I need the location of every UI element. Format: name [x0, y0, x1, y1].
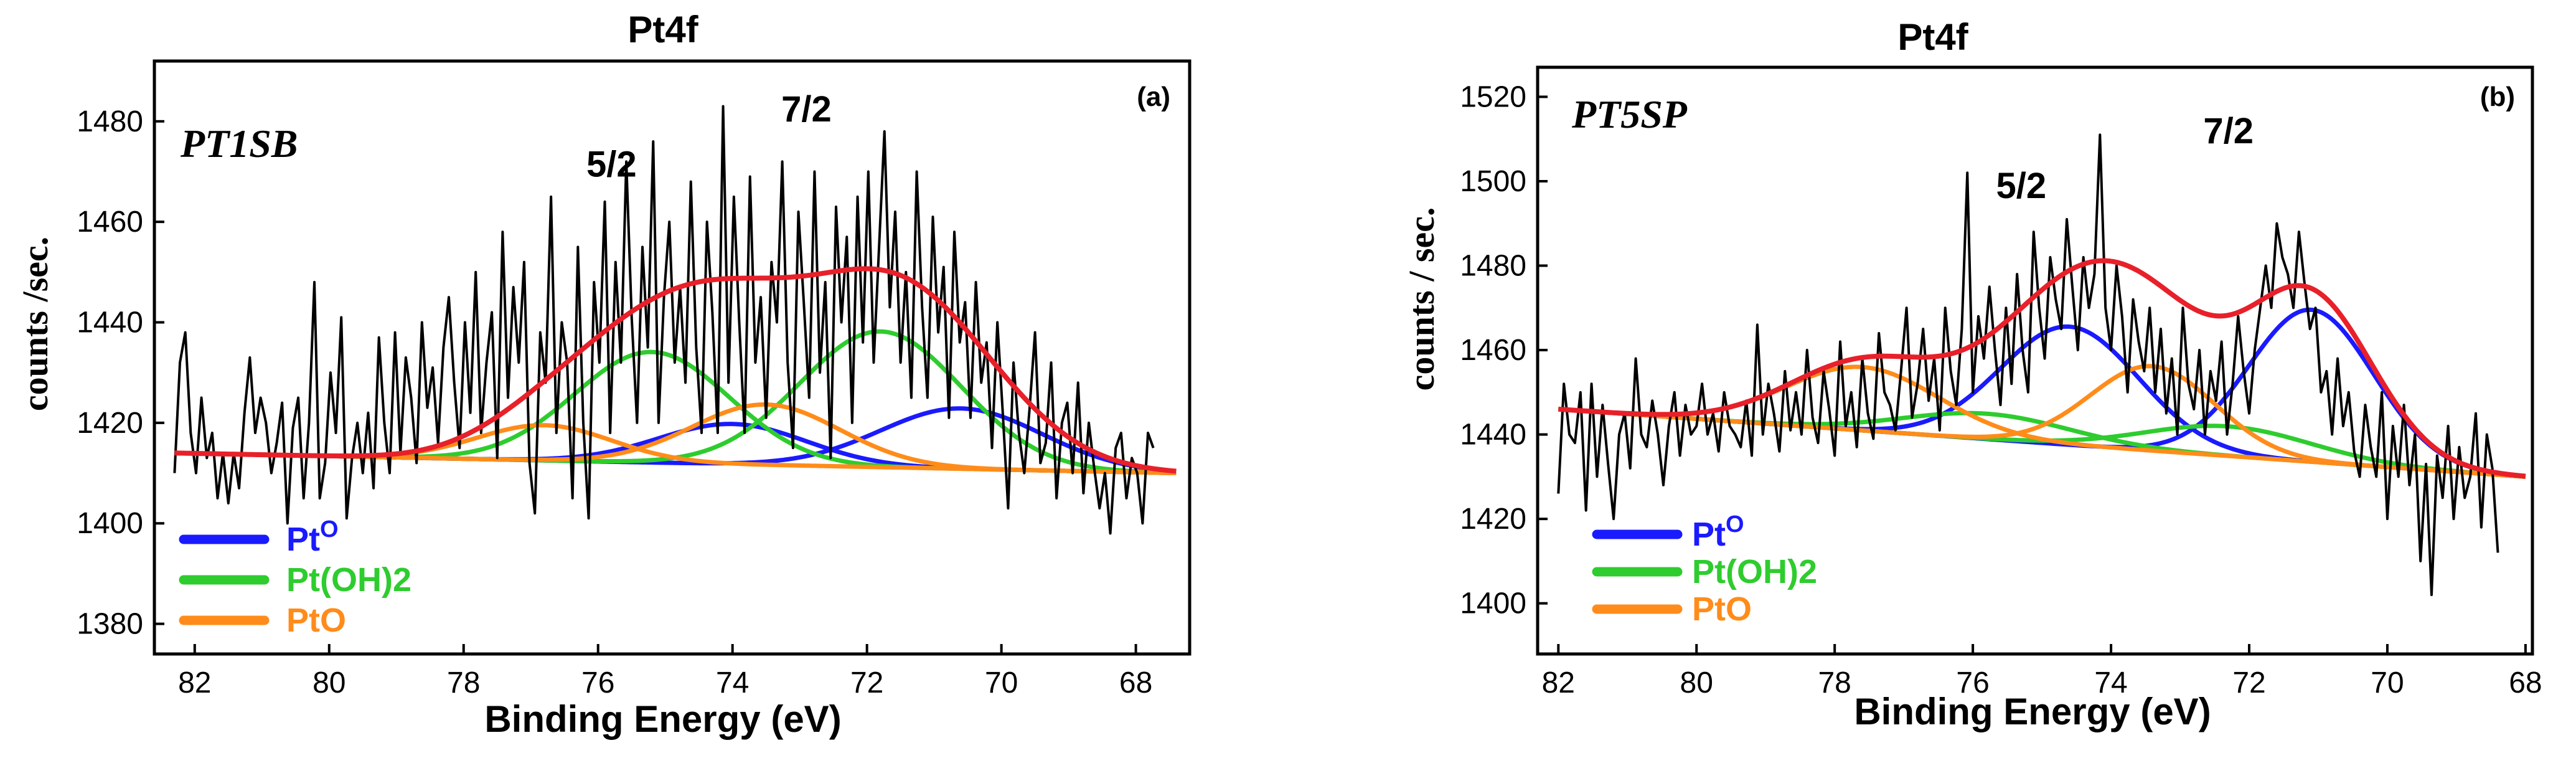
- y-tick-label: 1480: [1460, 250, 1526, 283]
- y-tick-label: 1480: [77, 105, 143, 138]
- x-tick-label: 72: [850, 666, 883, 699]
- peak-label: 5/2: [1996, 166, 2046, 206]
- sample-label: PT5SP: [1571, 92, 1688, 136]
- x-tick-label: 78: [1818, 666, 1851, 699]
- y-axis-label: counts / sec.: [1401, 207, 1442, 391]
- chart-title: Pt4f: [628, 9, 698, 50]
- x-tick-label: 76: [581, 666, 614, 699]
- raw-spectrum-line: [173, 105, 1155, 535]
- x-ticks: 82 80 78 76 74 72 70 68: [178, 644, 1152, 699]
- chart-title: Pt4f: [1897, 16, 1968, 58]
- fit-envelope: [174, 266, 1177, 474]
- x-tick-label: 74: [716, 666, 749, 699]
- x-tick-label: 76: [1956, 666, 1989, 699]
- x-tick-label: 70: [2371, 666, 2404, 699]
- fit-envelope-curve: [174, 266, 1177, 474]
- legend-item: Pt(OH)2: [1592, 553, 1817, 590]
- plot-frame: [1536, 65, 2534, 656]
- legend-item: PtO: [179, 516, 339, 558]
- peak-label: 7/2: [781, 89, 832, 130]
- legend-label: PtO: [1692, 590, 1752, 628]
- chart-panel-b: Pt4f counts / sec. Binding Energy (eV) 8…: [1401, 16, 2542, 732]
- x-tick-label: 72: [2232, 666, 2265, 699]
- y-tick-label: 1380: [77, 608, 143, 641]
- x-tick-label: 74: [2094, 666, 2127, 699]
- x-tick-label: 80: [313, 666, 346, 699]
- y-tick-label: 1420: [1460, 503, 1526, 536]
- y-tick-label: 1520: [1460, 80, 1526, 113]
- fit-envelope-curve: [1558, 258, 2526, 479]
- x-tick-label: 78: [447, 666, 480, 699]
- y-tick-label: 1400: [1460, 587, 1526, 620]
- peak-label: 5/2: [586, 144, 637, 185]
- y-tick-label: 1500: [1460, 165, 1526, 198]
- x-tick-label: 70: [985, 666, 1018, 699]
- legend: PtO Pt(OH)2 PtO: [179, 516, 411, 639]
- x-axis-label: Binding Energy (eV): [484, 698, 841, 740]
- raw-data: [173, 105, 1155, 535]
- y-tick-label: 1440: [77, 306, 143, 339]
- peak-labels: 5/2 7/2: [1996, 111, 2254, 206]
- x-tick-label: 68: [1119, 666, 1152, 699]
- legend-label: Pt(OH)2: [286, 561, 411, 599]
- legend-label: PtO: [286, 516, 339, 558]
- y-tick-label: 1400: [77, 507, 143, 540]
- y-tick-label: 1460: [1460, 334, 1526, 367]
- fit-envelope: [1558, 258, 2526, 479]
- legend-item: PtO: [1592, 511, 1744, 553]
- x-tick-label: 82: [178, 666, 211, 699]
- raw-spectrum-line: [1557, 133, 2499, 597]
- legend-item: PtO: [179, 602, 346, 639]
- legend-item: Pt(OH)2: [179, 561, 411, 599]
- x-ticks: 82 80 78 76 74 72 70 68: [1542, 644, 2542, 699]
- legend-label: PtO: [1692, 511, 1744, 553]
- legend: PtO Pt(OH)2 PtO: [1592, 511, 1817, 628]
- y-tick-label: 1460: [77, 206, 143, 239]
- fit-component-curve: [1558, 364, 2526, 479]
- peak-label: 7/2: [2203, 111, 2254, 151]
- x-tick-label: 80: [1680, 666, 1713, 699]
- y-axis-label: counts /sec.: [15, 237, 55, 411]
- chart-panel-a: Pt4f counts /sec. Binding Energy (eV) 82…: [15, 9, 1192, 740]
- x-tick-label: 68: [2509, 666, 2542, 699]
- x-tick-label: 82: [1542, 666, 1575, 699]
- panel-label: (b): [2480, 82, 2515, 112]
- y-tick-label: 1420: [77, 407, 143, 440]
- legend-label: PtO: [286, 602, 346, 639]
- sample-label: PT1SB: [180, 121, 298, 166]
- y-tick-label: 1440: [1460, 419, 1526, 452]
- plot-area: 82 80 78 76 74 72 70 68 1380 1400 1420 1440 1460 148…: [77, 59, 1192, 699]
- raw-data: [1557, 133, 2499, 597]
- plot-area: 82 80 78 76 74 72 70 68 1400 1420 1440 1460 1480 150…: [1460, 65, 2542, 699]
- peak-labels: 5/2 7/2: [586, 89, 832, 185]
- plot-frame: [153, 59, 1192, 656]
- legend-label: Pt(OH)2: [1692, 553, 1817, 590]
- legend-item: PtO: [1592, 590, 1752, 628]
- y-ticks: 1400 1420 1440 1460 1480 1500 1520: [1460, 80, 1548, 620]
- panel-label: (a): [1137, 82, 1170, 112]
- y-ticks: 1380 1400 1420 1440 1460 1480: [77, 105, 164, 641]
- x-axis-label: Binding Energy (eV): [1854, 691, 2211, 732]
